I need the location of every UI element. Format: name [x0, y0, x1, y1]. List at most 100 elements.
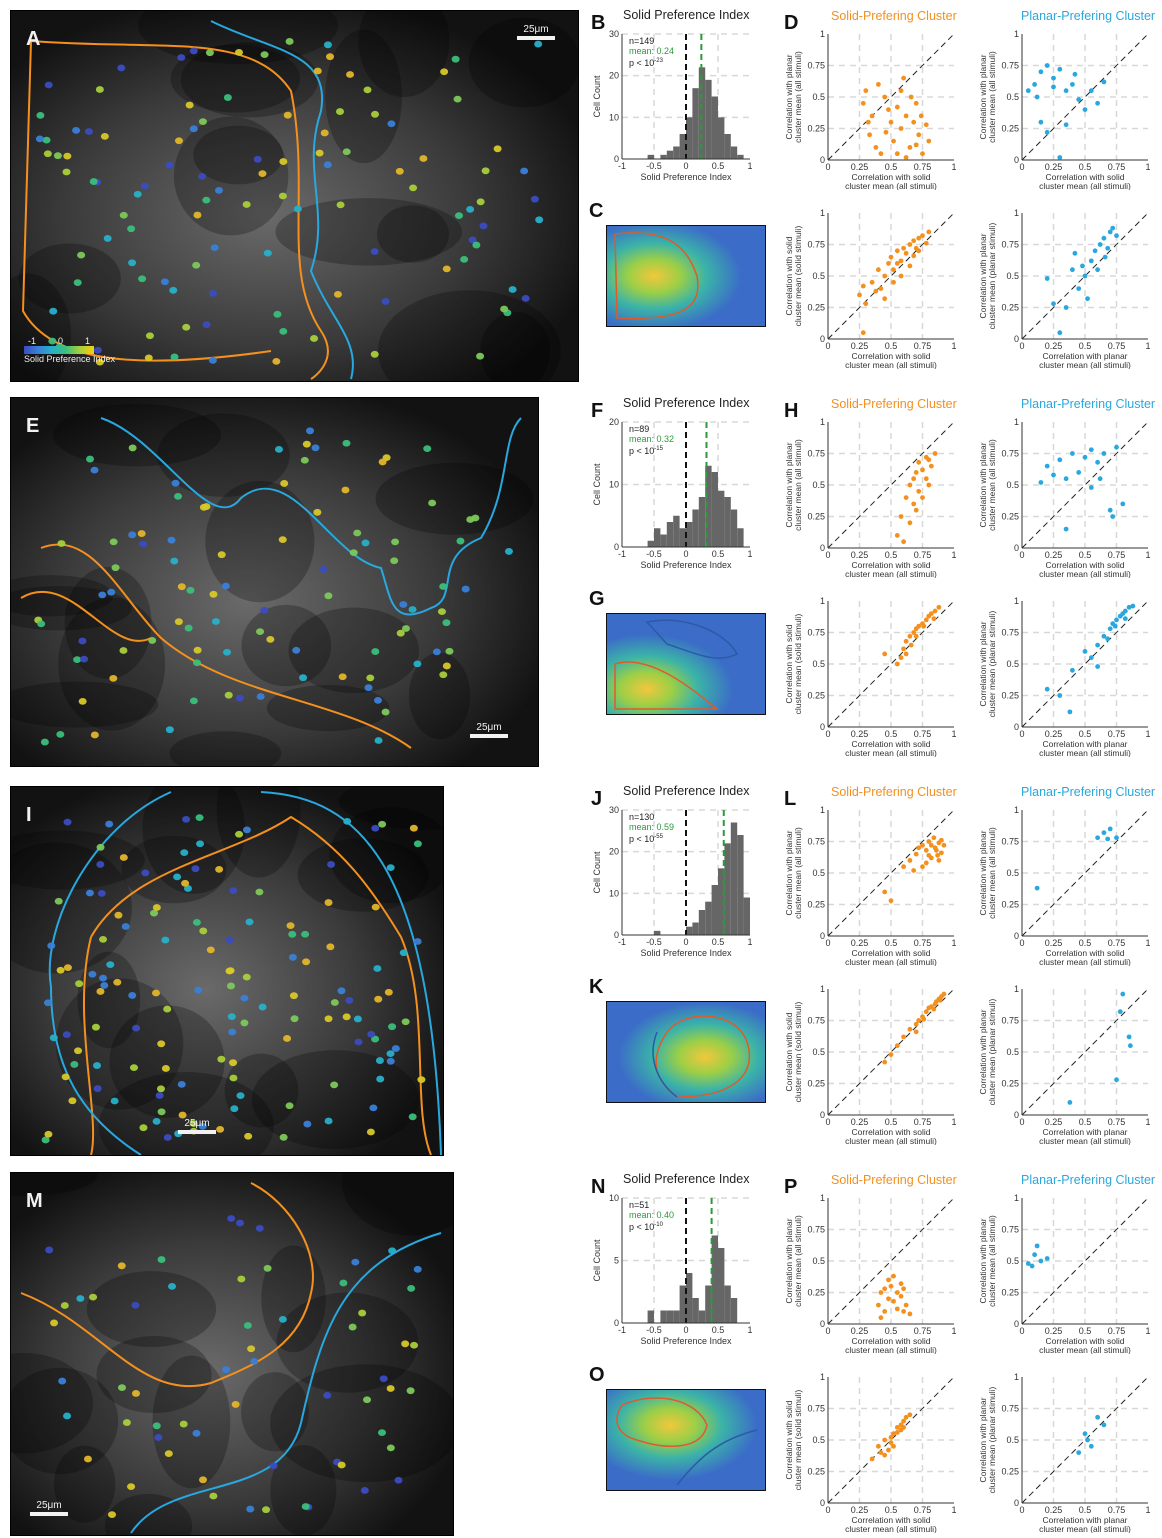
scatter-point: [920, 495, 925, 500]
cell-marker: [413, 938, 422, 945]
x-axis-label: Solid Preference Index: [640, 172, 732, 182]
cell-marker: [185, 101, 194, 109]
x-tick-label: 0.5: [1079, 1326, 1092, 1336]
scatter-point: [907, 242, 913, 247]
colorbar-ticks: -1 0 1: [24, 336, 94, 346]
scatter-point: [878, 286, 884, 291]
cell-marker: [170, 557, 179, 565]
x-tick-label: 0.5: [885, 162, 898, 172]
cell-marker: [349, 549, 358, 557]
cell-marker: [346, 71, 355, 78]
scatter-point: [939, 850, 944, 856]
y-axis-label-line1: Correlation with planar: [784, 830, 794, 915]
scatter-point: [907, 1412, 913, 1418]
x-tick-label: 0.5: [1079, 341, 1092, 351]
cell-marker: [445, 647, 454, 655]
panel-letter: I: [26, 804, 32, 826]
y-tick-label: 1: [1014, 30, 1019, 39]
cell-marker: [191, 865, 200, 873]
x-tick-label: 0: [683, 937, 688, 947]
scatter-point: [863, 301, 869, 307]
cell-marker: [419, 155, 428, 162]
cell-marker: [384, 988, 393, 996]
scatter-point: [1101, 633, 1107, 639]
x-tick-label: 1: [747, 549, 752, 559]
cell-marker: [345, 996, 354, 1004]
cell-marker: [408, 606, 417, 613]
histogram-bar: [673, 146, 680, 159]
y-axis-label-line1: Correlation with planar: [978, 233, 988, 318]
scatter-point: [923, 454, 929, 460]
x-axis-label-line2: cluster mean (all stimuli): [845, 360, 937, 369]
scatter-point: [935, 852, 941, 858]
cell-marker: [208, 356, 217, 364]
scatter-point: [1085, 296, 1090, 302]
histogram-stats: n=89 mean: 0.32 p < 10-15: [629, 424, 674, 456]
cell-marker: [273, 310, 282, 318]
histogram-title: Solid Preference Index: [623, 396, 750, 410]
cell-marker: [278, 192, 287, 200]
scatter-point: [1076, 470, 1082, 475]
scatter-point: [1057, 693, 1063, 698]
x-tick-label: 0.5: [885, 729, 898, 739]
cell-marker: [44, 1130, 53, 1138]
scatter-point: [1088, 655, 1094, 661]
cell-marker: [399, 601, 408, 608]
y-axis-label: Cell Count: [592, 1239, 602, 1282]
scatter-point: [913, 507, 919, 513]
cell-marker: [279, 158, 288, 165]
cell-marker: [306, 427, 315, 435]
scatter-point: [932, 608, 938, 614]
x-tick-label: 0.25: [851, 550, 869, 560]
cell-marker: [96, 843, 105, 851]
y-tick-label: 5: [614, 1256, 619, 1266]
cell-marker: [417, 1076, 426, 1083]
scatter-point: [1088, 485, 1094, 490]
y-tick-label: 0.5: [1006, 868, 1019, 878]
scatter-point: [903, 495, 909, 500]
cell-marker: [93, 1085, 102, 1092]
y-tick-label: 0.75: [1001, 449, 1019, 459]
scatter-point: [1044, 463, 1050, 469]
scatter-point: [1057, 66, 1063, 72]
colorbar-tick: 1: [84, 336, 90, 346]
x-tick-label: 1: [1145, 341, 1150, 351]
scatter-point: [911, 476, 917, 482]
cell-marker: [49, 307, 58, 315]
cell-marker: [137, 530, 146, 537]
cell-marker: [367, 1030, 376, 1038]
scatter-point: [903, 155, 909, 160]
histogram-bar: [647, 540, 654, 547]
cell-marker: [326, 53, 335, 61]
cell-marker: [530, 195, 539, 203]
cell-marker: [272, 357, 281, 365]
cell-marker: [117, 1262, 126, 1270]
scatter-point: [1038, 119, 1044, 125]
scatter-point: [1127, 1043, 1133, 1049]
y-tick-label: 1: [1014, 209, 1019, 218]
x-tick-label: 0: [1019, 1326, 1024, 1336]
tissue-map: [11, 11, 578, 381]
histogram-chart: 0 5 10 -1 -0.5 0 0.5 1 Solid Preference Index Cel…: [592, 1194, 753, 1346]
scatter-point: [1076, 97, 1082, 102]
tissue-shadow: [276, 1292, 419, 1393]
y-tick-label: 0: [614, 930, 619, 940]
scatter-point: [1107, 626, 1113, 632]
cell-marker: [381, 298, 390, 305]
solid-region-outline: [614, 232, 699, 320]
y-tick-label: 0.75: [1001, 1016, 1019, 1026]
scatter-point: [888, 1440, 894, 1445]
tissue-shadow: [408, 652, 471, 740]
y-tick-label: 0: [1014, 931, 1019, 941]
tissue-shadow: [11, 830, 145, 890]
cell-marker: [258, 170, 267, 178]
scatter-point: [939, 837, 944, 843]
histogram-bar: [705, 465, 712, 547]
histogram-bar: [666, 522, 674, 547]
tissue-shadow: [53, 403, 222, 467]
histogram-bar: [698, 497, 706, 547]
y-tick-label: 0: [1014, 722, 1019, 732]
scatter-point: [882, 273, 888, 279]
colorbar-tick: -1: [28, 336, 37, 346]
scale-bar-label: 25μm: [476, 722, 502, 733]
